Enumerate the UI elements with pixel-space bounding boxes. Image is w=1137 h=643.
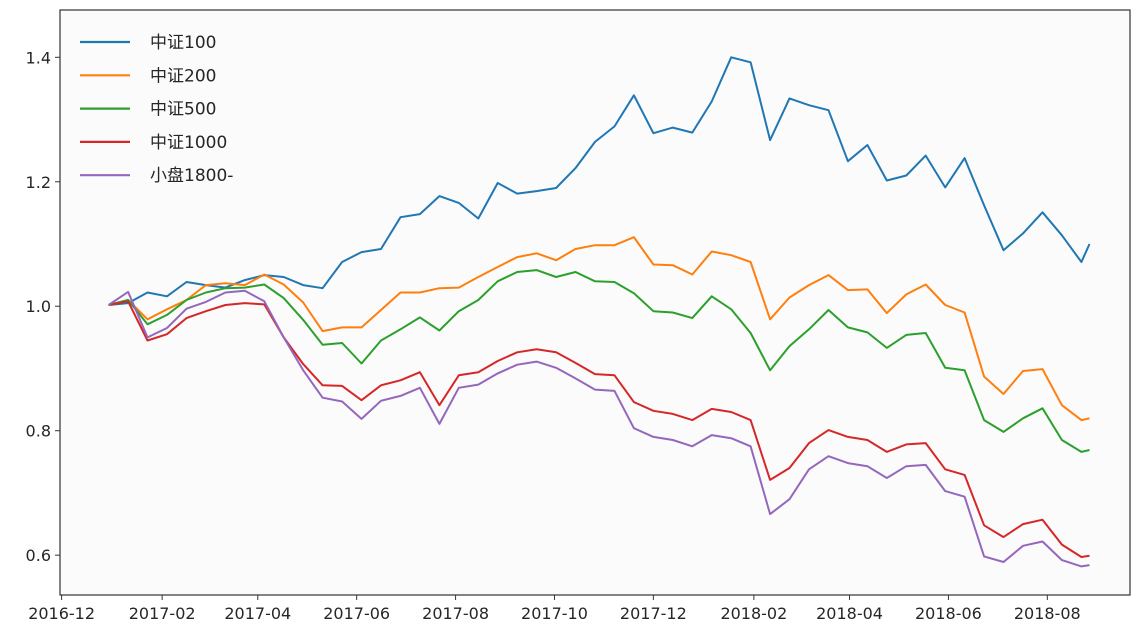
x-tick-label: 2017-02 bbox=[129, 604, 196, 623]
y-axis: 0.6 0.8 1.0 1.2 1.4 bbox=[26, 48, 60, 565]
legend-entry: 中证500 bbox=[80, 100, 216, 120]
x-tick-label: 2018-06 bbox=[915, 604, 982, 623]
legend-label: 中证500 bbox=[150, 100, 216, 120]
series-layer bbox=[108, 56, 1091, 568]
x-tick-label: 2018-02 bbox=[720, 604, 787, 623]
y-tick-label: 1.0 bbox=[26, 297, 51, 316]
legend-label: 中证1000 bbox=[150, 133, 227, 153]
legend-entry: 中证200 bbox=[80, 66, 216, 86]
legend-entry: 小盘1800- bbox=[80, 166, 233, 186]
y-tick-label: 1.4 bbox=[26, 48, 51, 67]
x-axis: 2016-12 2017-02 2017-04 2017-06 2017-08 2017-… bbox=[28, 595, 1081, 623]
y-tick-label: 0.6 bbox=[26, 546, 51, 565]
legend-label: 中证100 bbox=[150, 33, 216, 53]
x-tick-label: 2017-04 bbox=[224, 604, 291, 623]
series-line bbox=[108, 236, 1090, 422]
x-tick-label: 2016-12 bbox=[28, 604, 95, 623]
legend-label: 中证200 bbox=[150, 66, 216, 86]
series-line bbox=[108, 269, 1090, 453]
x-tick-label: 2018-04 bbox=[816, 604, 883, 623]
y-tick-label: 1.2 bbox=[26, 173, 51, 192]
series-line bbox=[108, 56, 1091, 306]
plot-area bbox=[59, 9, 1131, 596]
x-tick-label: 2018-08 bbox=[1014, 604, 1081, 623]
x-tick-label: 2017-10 bbox=[521, 604, 588, 623]
legend-label: 小盘1800- bbox=[150, 166, 233, 186]
x-tick-label: 2017-08 bbox=[422, 604, 489, 623]
x-tick-label: 2017-06 bbox=[323, 604, 390, 623]
x-tick-label: 2017-12 bbox=[620, 604, 687, 623]
y-tick-label: 0.8 bbox=[26, 422, 51, 441]
series-line bbox=[108, 289, 1090, 568]
legend-entry: 中证100 bbox=[80, 33, 216, 53]
legend: 中证100 中证200 中证500 中证1000 小盘1800- bbox=[80, 33, 233, 186]
legend-entry: 中证1000 bbox=[80, 133, 227, 153]
